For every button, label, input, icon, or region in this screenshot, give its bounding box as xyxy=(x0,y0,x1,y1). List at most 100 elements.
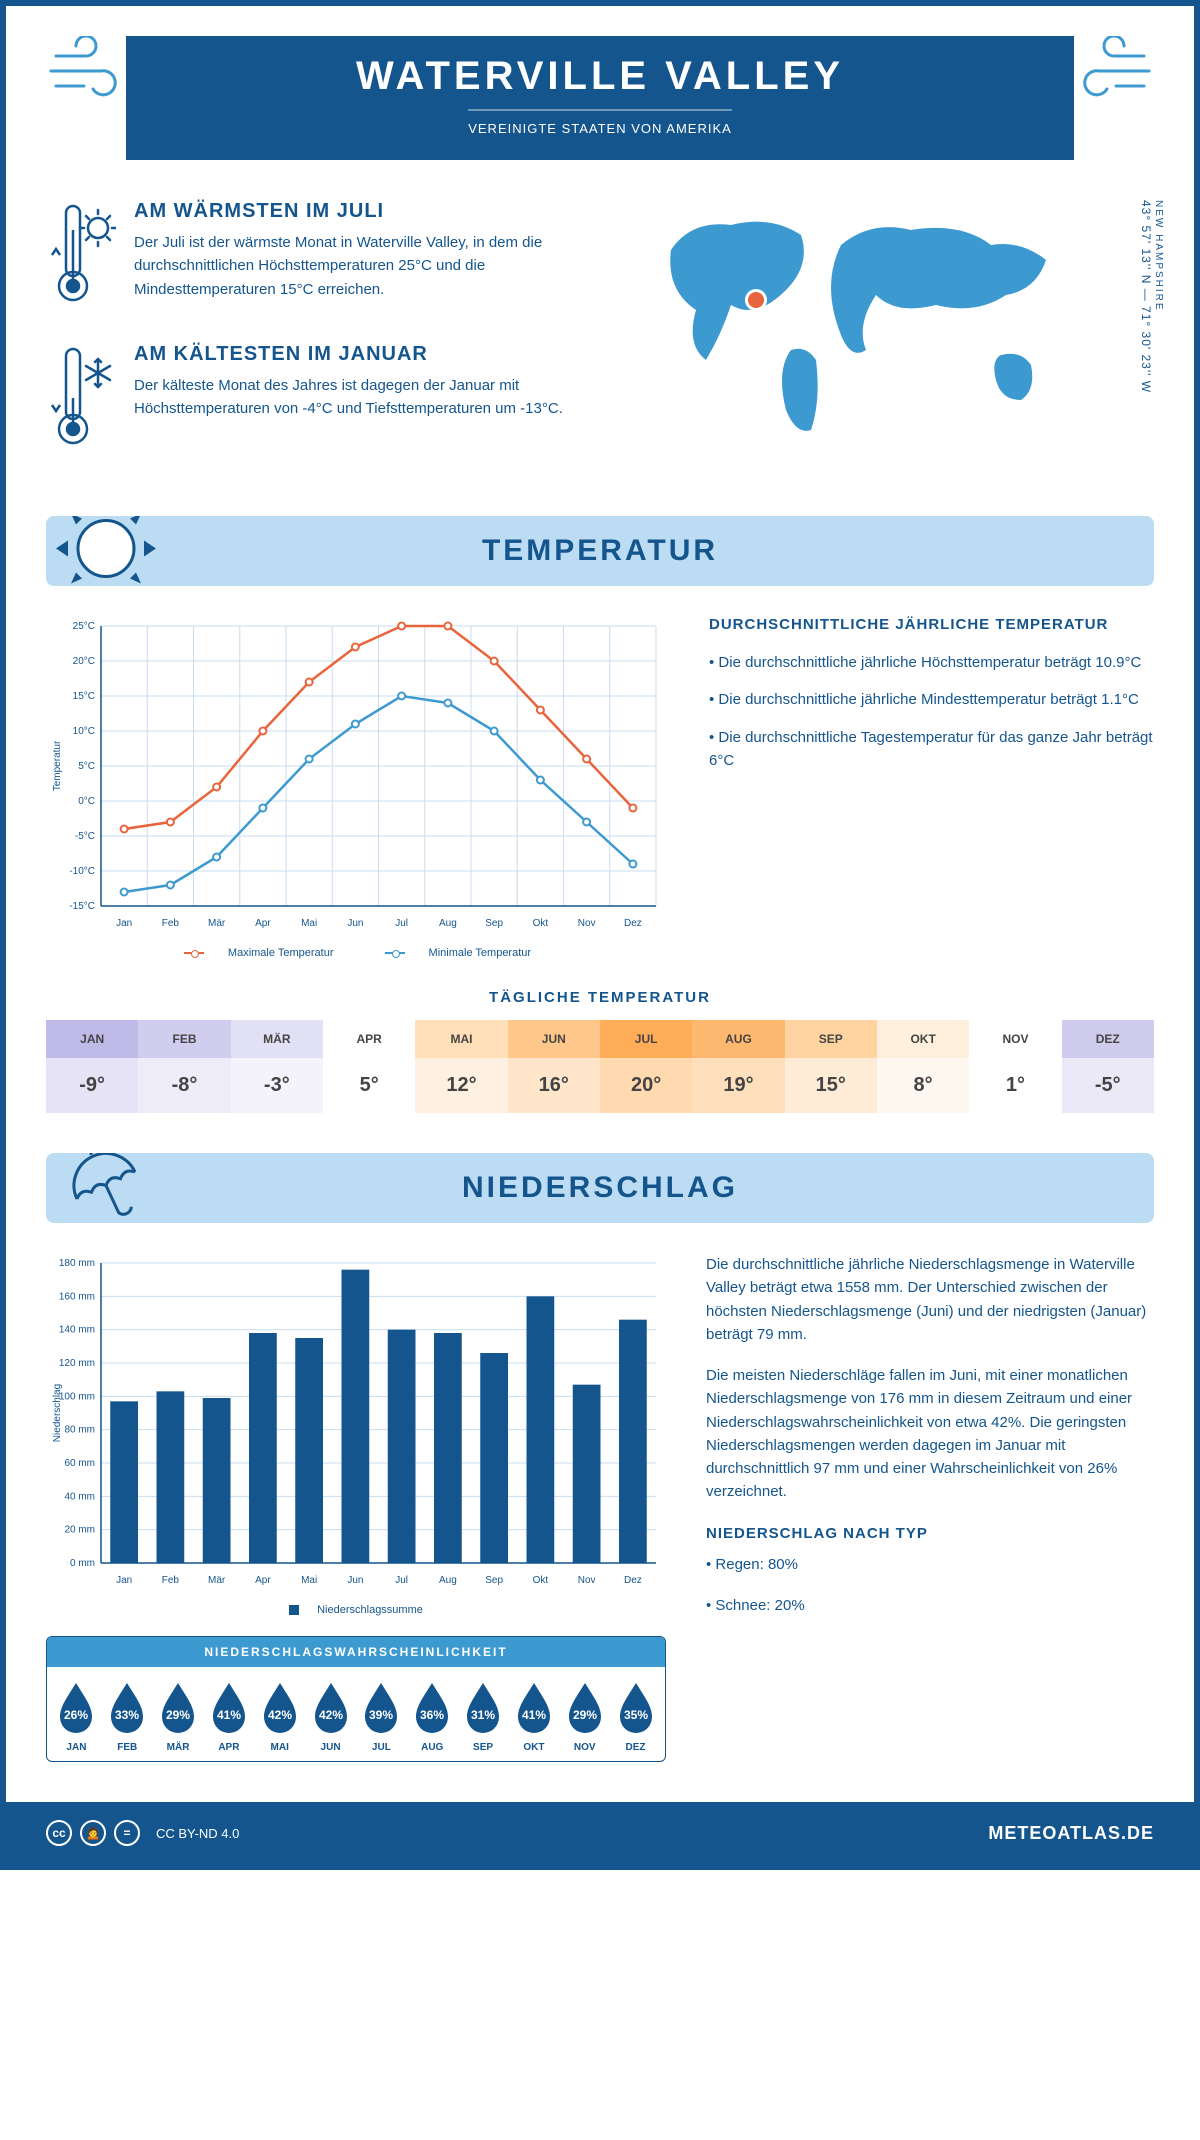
page-title: WATERVILLE VALLEY xyxy=(126,54,1074,99)
fact-warmest: AM WÄRMSTEN IM JULI Der Juli ist der wär… xyxy=(46,200,611,315)
svg-text:Jul: Jul xyxy=(395,918,408,929)
svg-text:Apr: Apr xyxy=(255,1575,271,1586)
svg-text:31%: 31% xyxy=(471,1708,495,1722)
svg-text:Aug: Aug xyxy=(439,1575,457,1586)
fact-warm-heading: AM WÄRMSTEN IM JULI xyxy=(134,200,611,223)
section-header-precipitation: NIEDERSCHLAG xyxy=(46,1153,1154,1223)
month-cell: FEB -8° xyxy=(138,1020,230,1113)
month-cell: SEP 15° xyxy=(785,1020,877,1113)
svg-text:Niederschlag: Niederschlag xyxy=(52,1384,63,1442)
svg-text:25°C: 25°C xyxy=(73,621,95,632)
svg-text:39%: 39% xyxy=(369,1708,393,1722)
drop-cell: 41% OKT xyxy=(508,1679,559,1753)
svg-text:Jun: Jun xyxy=(347,918,363,929)
svg-text:Mai: Mai xyxy=(301,1575,317,1586)
svg-text:Okt: Okt xyxy=(533,918,549,929)
drop-cell: 29% MÄR xyxy=(153,1679,204,1753)
svg-text:-10°C: -10°C xyxy=(69,866,95,877)
svg-text:33%: 33% xyxy=(115,1708,139,1722)
svg-text:Mär: Mär xyxy=(208,1575,226,1586)
page-frame: WATERVILLE VALLEY VEREINIGTE STAATEN VON… xyxy=(0,0,1200,1870)
svg-text:180 mm: 180 mm xyxy=(59,1258,95,1269)
svg-text:Dez: Dez xyxy=(624,1575,642,1586)
drop-cell: 42% MAI xyxy=(254,1679,305,1753)
drop-cell: 26% JAN xyxy=(51,1679,102,1753)
month-cell: MÄR -3° xyxy=(231,1020,323,1113)
svg-text:41%: 41% xyxy=(217,1708,241,1722)
drop-cell: 41% APR xyxy=(203,1679,254,1753)
svg-text:20 mm: 20 mm xyxy=(64,1525,95,1536)
month-cell: MAI 12° xyxy=(415,1020,507,1113)
month-cell: NOV 1° xyxy=(969,1020,1061,1113)
svg-text:Jan: Jan xyxy=(116,1575,132,1586)
svg-text:36%: 36% xyxy=(420,1708,444,1722)
svg-text:Nov: Nov xyxy=(578,918,596,929)
month-cell: JUN 16° xyxy=(508,1020,600,1113)
precip-paragraph: Die durchschnittliche jährliche Niedersc… xyxy=(706,1253,1154,1346)
svg-text:60 mm: 60 mm xyxy=(64,1458,95,1469)
precip-type-bullet: • Regen: 80% xyxy=(706,1553,1154,1576)
svg-text:80 mm: 80 mm xyxy=(64,1425,95,1436)
coordinates: NEW HAMPSHIRE 43° 57' 13'' N — 71° 30' 2… xyxy=(1139,200,1164,393)
precipitation-bar-chart: 0 mm20 mm40 mm60 mm80 mm100 mm120 mm140 … xyxy=(46,1253,666,1616)
svg-text:0°C: 0°C xyxy=(78,796,95,807)
wind-icon xyxy=(46,36,136,111)
svg-text:Nov: Nov xyxy=(578,1575,596,1586)
precip-type-heading: NIEDERSCHLAG NACH TYP xyxy=(706,1522,1154,1545)
avg-temp-bullet: • Die durchschnittliche jährliche Höchst… xyxy=(709,651,1154,674)
fact-warm-text: Der Juli ist der wärmste Monat in Waterv… xyxy=(134,231,611,301)
temperature-line-chart: -15°C-10°C-5°C0°C5°C10°C15°C20°C25°CJanF… xyxy=(46,616,669,959)
month-cell: APR 5° xyxy=(323,1020,415,1113)
svg-text:Jun: Jun xyxy=(347,1575,363,1586)
fact-coldest: AM KÄLTESTEN IM JANUAR Der kälteste Mona… xyxy=(46,343,611,458)
month-cell: AUG 19° xyxy=(692,1020,784,1113)
svg-text:Feb: Feb xyxy=(162,1575,180,1586)
chart-legend: Niederschlagssumme xyxy=(46,1604,666,1616)
svg-text:-15°C: -15°C xyxy=(69,901,95,912)
svg-text:0 mm: 0 mm xyxy=(70,1558,95,1569)
month-cell: JUL 20° xyxy=(600,1020,692,1113)
svg-text:10°C: 10°C xyxy=(73,726,95,737)
drop-cell: 36% AUG xyxy=(407,1679,458,1753)
license-block: cc 🙍 = CC BY-ND 4.0 xyxy=(46,1820,239,1846)
month-cell: JAN -9° xyxy=(46,1020,138,1113)
svg-text:Aug: Aug xyxy=(439,918,457,929)
svg-text:Apr: Apr xyxy=(255,918,271,929)
svg-text:5°C: 5°C xyxy=(78,761,95,772)
cc-icon: cc xyxy=(46,1820,72,1846)
svg-text:Mär: Mär xyxy=(208,918,226,929)
site-name: METEOATLAS.DE xyxy=(988,1823,1154,1844)
drop-cell: 35% DEZ xyxy=(610,1679,661,1753)
thermometer-cold-icon xyxy=(46,343,116,458)
avg-temp-heading: DURCHSCHNITTLICHE JÄHRLICHE TEMPERATUR xyxy=(709,616,1154,633)
nd-icon: = xyxy=(114,1820,140,1846)
svg-text:100 mm: 100 mm xyxy=(59,1391,95,1402)
svg-text:29%: 29% xyxy=(573,1708,597,1722)
wind-icon xyxy=(1064,36,1154,111)
precip-paragraph: Die meisten Niederschläge fallen im Juni… xyxy=(706,1364,1154,1504)
svg-text:15°C: 15°C xyxy=(73,691,95,702)
svg-text:Dez: Dez xyxy=(624,918,642,929)
svg-text:20°C: 20°C xyxy=(73,656,95,667)
section-title: TEMPERATUR xyxy=(46,534,1154,568)
svg-text:140 mm: 140 mm xyxy=(59,1325,95,1336)
svg-text:42%: 42% xyxy=(268,1708,292,1722)
precip-probability-box: NIEDERSCHLAGSWAHRSCHEINLICHKEIT 26% JAN … xyxy=(46,1636,666,1762)
svg-text:-5°C: -5°C xyxy=(75,831,95,842)
svg-text:29%: 29% xyxy=(166,1708,190,1722)
daily-temp-table: JAN -9° FEB -8° MÄR -3° APR 5° MAI 12° J… xyxy=(46,1020,1154,1113)
drop-cell: 33% FEB xyxy=(102,1679,153,1753)
fact-cold-text: Der kälteste Monat des Jahres ist dagege… xyxy=(134,374,611,421)
page-subtitle: VEREINIGTE STAATEN VON AMERIKA xyxy=(468,109,732,136)
avg-temp-bullet: • Die durchschnittliche jährliche Mindes… xyxy=(709,688,1154,711)
drop-cell: 29% NOV xyxy=(559,1679,610,1753)
title-banner: WATERVILLE VALLEY VEREINIGTE STAATEN VON… xyxy=(126,36,1074,160)
svg-text:26%: 26% xyxy=(64,1708,88,1722)
svg-text:Sep: Sep xyxy=(485,1575,503,1586)
by-icon: 🙍 xyxy=(80,1820,106,1846)
footer: cc 🙍 = CC BY-ND 4.0 METEOATLAS.DE xyxy=(6,1802,1194,1864)
svg-text:Temperatur: Temperatur xyxy=(52,740,63,791)
svg-text:41%: 41% xyxy=(522,1708,546,1722)
drop-cell: 42% JUN xyxy=(305,1679,356,1753)
thermometer-hot-icon xyxy=(46,200,116,315)
